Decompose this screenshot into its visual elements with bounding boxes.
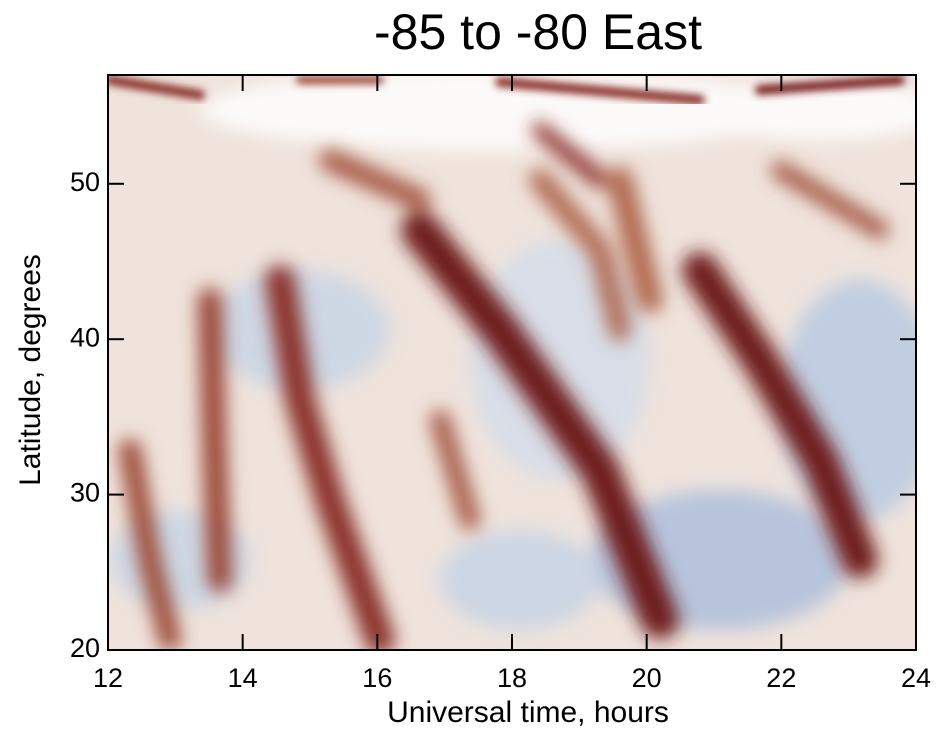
y-tick-label: 40 (70, 322, 100, 352)
x-tick-label: 14 (228, 663, 258, 693)
x-tick-label: 22 (766, 663, 796, 693)
y-tick-label: 50 (70, 167, 100, 197)
x-tick-label: 20 (632, 663, 662, 693)
x-tick-label: 24 (901, 663, 931, 693)
y-tick-label: 20 (70, 633, 100, 663)
heatmap-texture (108, 75, 916, 650)
chart-title: -85 to -80 East (374, 4, 702, 60)
x-tick-label: 18 (497, 663, 527, 693)
axes: 12 14 16 18 20 22 24 20 30 40 50 (70, 75, 931, 693)
x-tick-label: 12 (93, 663, 123, 693)
x-tick-label: 16 (362, 663, 392, 693)
y-axis-label: Latitude, degrees (14, 254, 47, 486)
x-axis-label: Universal time, hours (387, 696, 669, 729)
y-tick-label: 30 (70, 478, 100, 508)
